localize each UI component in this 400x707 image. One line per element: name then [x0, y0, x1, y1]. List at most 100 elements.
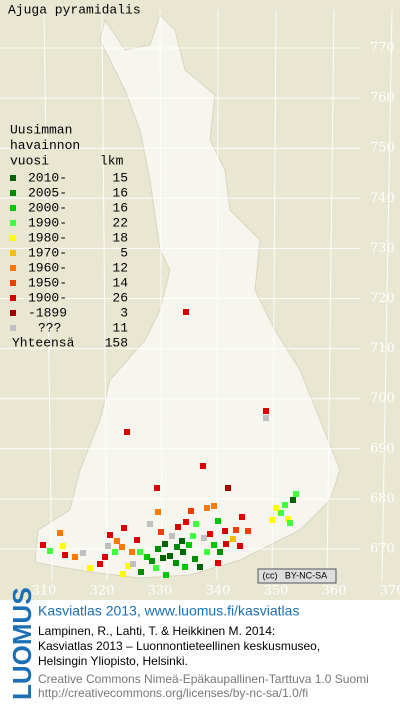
- occurrence-square: [134, 537, 140, 543]
- east-label: 350: [264, 584, 289, 599]
- north-label: 750: [370, 141, 395, 156]
- legend-label: 1980-: [28, 230, 67, 245]
- occurrence-square: [215, 560, 221, 566]
- occurrence-square: [47, 548, 53, 554]
- grid-line: [216, 9, 219, 581]
- legend-count: 11: [112, 320, 128, 335]
- legend-label: ???: [38, 320, 61, 335]
- occurrence-square: [158, 529, 164, 535]
- citation-line: Lampinen, R., Lahti, T. & Heikkinen M. 2…: [38, 624, 275, 638]
- legend-label: 2010-: [28, 170, 67, 185]
- occurrence-square: [155, 509, 161, 515]
- legend-count: 22: [112, 215, 128, 230]
- legend-swatch: [10, 205, 16, 211]
- occurrence-square: [155, 546, 161, 552]
- occurrence-square: [200, 463, 206, 469]
- east-label: 330: [148, 584, 173, 599]
- occurrence-square: [182, 564, 188, 570]
- east-label: 340: [206, 584, 231, 599]
- occurrence-square: [193, 521, 199, 527]
- occurrence-square: [121, 525, 127, 531]
- legend-swatch: [10, 295, 16, 301]
- north-label: 680: [370, 491, 395, 506]
- occurrence-square: [112, 549, 118, 555]
- occurrence-square: [197, 564, 203, 570]
- grid-line: [271, 9, 277, 581]
- legend-count: 26: [112, 290, 128, 305]
- occurrence-square: [40, 542, 46, 548]
- east-label: 310: [32, 584, 57, 599]
- occurrence-square: [278, 510, 284, 516]
- legend-swatch: [10, 250, 16, 256]
- occurrence-square: [162, 541, 168, 547]
- legend-count: 3: [120, 305, 128, 320]
- occurrence-square: [147, 521, 153, 527]
- occurrence-square: [285, 516, 291, 522]
- occurrence-square: [201, 535, 207, 541]
- legend-count-header: lkm: [100, 153, 124, 168]
- occurrence-square: [163, 572, 169, 578]
- license-line: http://creativecommons.org/licenses/by-n…: [38, 686, 308, 700]
- occurrence-square: [138, 569, 144, 575]
- occurrence-square: [290, 497, 296, 503]
- legend-heading: havainnon: [10, 138, 80, 153]
- east-label: 360: [322, 584, 347, 599]
- legend-swatch: [10, 310, 16, 316]
- occurrence-square: [204, 505, 210, 511]
- legend-count: 15: [112, 170, 128, 185]
- legend-label: -1899: [28, 305, 67, 320]
- legend-label: 1950-: [28, 275, 67, 290]
- occurrence-square: [120, 571, 126, 577]
- occurrence-square: [239, 514, 245, 520]
- species-title: Ajuga pyramidalis: [8, 2, 141, 17]
- occurrence-square: [129, 549, 135, 555]
- legend-total: 158: [105, 335, 128, 350]
- occurrence-square: [211, 503, 217, 509]
- occurrence-square: [287, 520, 293, 526]
- occurrence-square: [160, 555, 166, 561]
- legend-swatch: [10, 280, 16, 286]
- occurrence-square: [153, 565, 159, 571]
- north-label: 730: [370, 241, 395, 256]
- badge-box: [257, 568, 337, 584]
- occurrence-square: [190, 533, 196, 539]
- occurrence-square: [204, 549, 210, 555]
- occurrence-square: [105, 543, 111, 549]
- occurrence-square: [273, 505, 279, 511]
- north-label: 740: [370, 191, 395, 206]
- occurrence-square: [282, 502, 288, 508]
- occurrence-square: [137, 549, 143, 555]
- legend-heading: vuosi: [10, 153, 49, 168]
- legend-label: 1960-: [28, 260, 67, 275]
- badge-cc: (cc): [263, 570, 278, 580]
- occurrence-square: [223, 541, 229, 547]
- occurrence-square: [173, 560, 179, 566]
- legend-label: 2000-: [28, 200, 67, 215]
- occurrence-square: [175, 524, 181, 530]
- occurrence-square: [233, 527, 239, 533]
- grid-line: [159, 9, 163, 581]
- legend-count: 14: [112, 275, 128, 290]
- occurrence-square: [174, 544, 180, 550]
- legend-label: 1970-: [28, 245, 67, 260]
- occurrence-square: [237, 543, 243, 549]
- occurrence-square: [180, 549, 186, 555]
- legend-count: 12: [112, 260, 128, 275]
- legend-swatch: [10, 265, 16, 271]
- occurrence-square: [192, 556, 198, 562]
- legend-label: 2005-: [28, 185, 67, 200]
- east-label: 320: [90, 584, 115, 599]
- occurrence-square: [263, 415, 269, 421]
- occurrence-square: [211, 542, 217, 548]
- occurrence-squares: [40, 309, 299, 578]
- legend-count: 5: [120, 245, 128, 260]
- occurrence-square: [183, 519, 189, 525]
- legend-heading: Uusimman: [10, 122, 72, 137]
- occurrence-square: [245, 528, 251, 534]
- occurrence-square: [149, 558, 155, 564]
- legend-label: 1900-: [28, 290, 67, 305]
- occurrence-square: [230, 536, 236, 542]
- grid-line: [43, 9, 53, 581]
- legend-total-label: Yhteensä: [12, 335, 75, 350]
